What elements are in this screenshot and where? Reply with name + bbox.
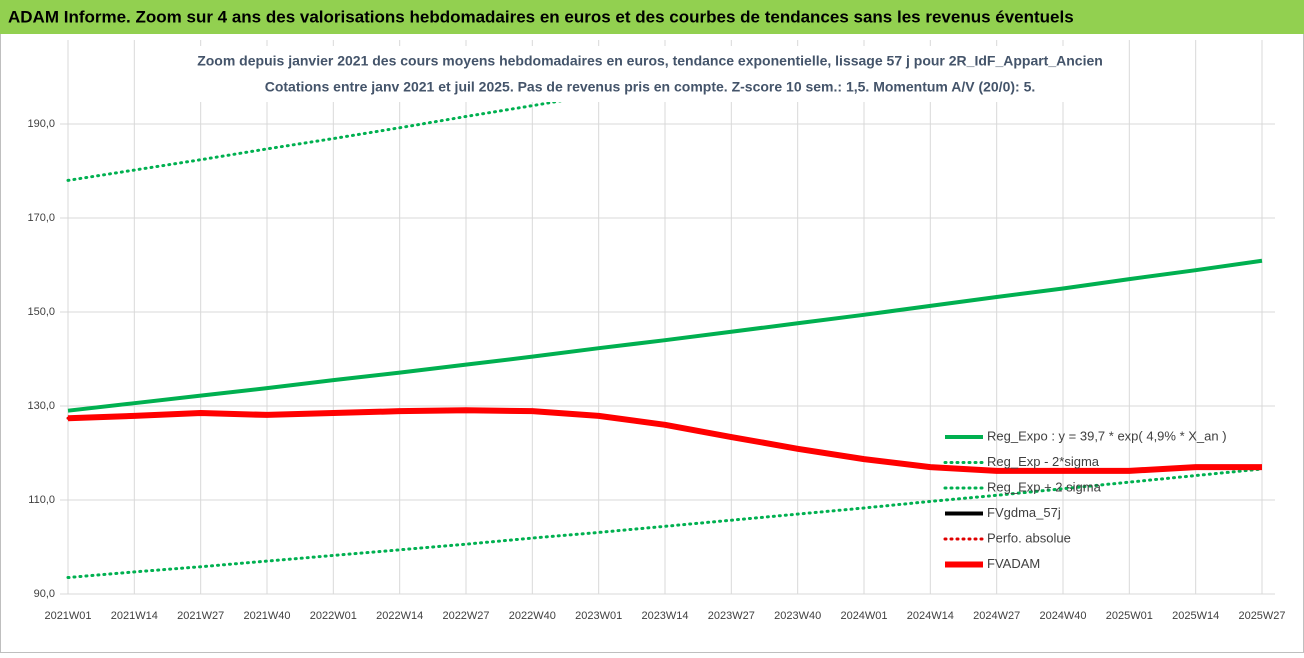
x-tick-label: 2022W14 <box>376 610 423 622</box>
chart-title: Zoom depuis janvier 2021 des cours moyen… <box>197 53 1103 69</box>
x-tick-label: 2025W01 <box>1106 610 1153 622</box>
legend-label: Reg_Exp - 2*sigma <box>987 454 1100 469</box>
x-tick-label: 2022W01 <box>310 610 357 622</box>
x-tick-label: 2024W27 <box>973 610 1020 622</box>
x-tick-label: 2023W01 <box>575 610 622 622</box>
y-tick-label: 90,0 <box>34 588 55 600</box>
x-tick-label: 2021W40 <box>243 610 290 622</box>
x-tick-label: 2021W01 <box>44 610 91 622</box>
title-background <box>180 46 1125 102</box>
y-tick-label: 130,0 <box>27 400 55 412</box>
x-tick-label: 2021W14 <box>111 610 158 622</box>
y-tick-label: 170,0 <box>27 212 55 224</box>
legend-label: Reg_Expo : y = 39,7 * exp( 4,9% * X_an ) <box>987 428 1227 443</box>
banner <box>0 0 1304 34</box>
series-line <box>66 467 1264 580</box>
x-tick-label: 2024W40 <box>1039 610 1086 622</box>
series-line <box>67 407 1262 474</box>
x-tick-label: 2022W40 <box>509 610 556 622</box>
legend: Reg_Expo : y = 39,7 * exp( 4,9% * X_an )… <box>943 428 1227 571</box>
x-tick-label: 2021W27 <box>177 610 224 622</box>
x-tick-label: 2022W27 <box>442 610 489 622</box>
chart-subtitle: Cotations entre janv 2021 et juil 2025. … <box>265 79 1036 95</box>
legend-label: Perfo. absolue <box>987 530 1071 545</box>
y-tick-label: 110,0 <box>28 494 55 506</box>
legend-label: Reg_Exp + 2 sigma <box>987 479 1102 494</box>
x-tick-label: 2025W14 <box>1172 610 1219 622</box>
y-tick-label: 150,0 <box>27 306 55 318</box>
x-tick-label: 2023W40 <box>774 610 821 622</box>
x-tick-label: 2023W14 <box>641 610 688 622</box>
legend-label: FVgdma_57j <box>987 505 1061 520</box>
legend-label: FVADAM <box>987 556 1040 571</box>
x-tick-label: 2025W27 <box>1238 610 1285 622</box>
x-tick-label: 2023W27 <box>708 610 755 622</box>
series-line <box>67 258 1263 413</box>
x-tick-label: 2024W14 <box>907 610 954 622</box>
plot-area: 2021W01 2021W14 2021W27 2021W40 2022W01 2022W… <box>27 40 1286 622</box>
page-title: ADAM Informe. Zoom sur 4 ans des valoris… <box>8 7 1074 26</box>
x-tick-label: 2024W01 <box>840 610 887 622</box>
y-tick-label: 190,0 <box>27 118 55 130</box>
